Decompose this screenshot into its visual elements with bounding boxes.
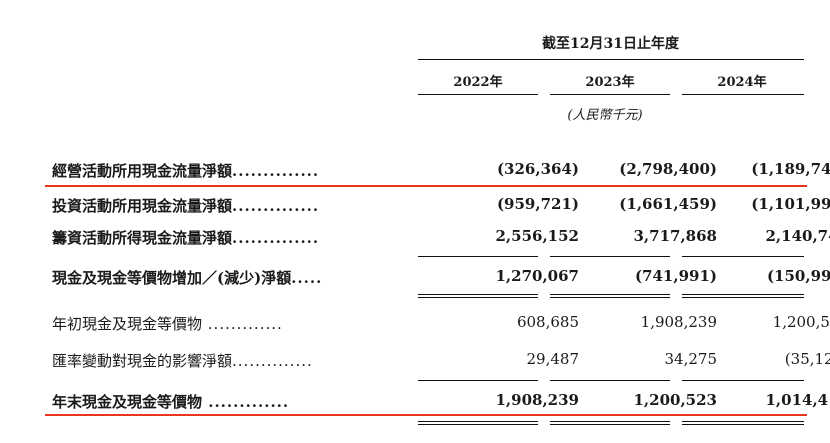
table-row: 現金及現金等價物增加／(減少)淨額..... 1,270,067 (741,99… xyxy=(52,267,830,291)
row-leader: .............. xyxy=(232,229,320,247)
cell-2024: 1,014,411 xyxy=(765,391,830,409)
final-double-rule-2023-b xyxy=(550,424,670,425)
cell-2022: 2,556,152 xyxy=(495,227,579,245)
subtotal-rule-2023 xyxy=(550,256,670,257)
double-rule-2023-a xyxy=(550,294,670,295)
double-rule-2022-a xyxy=(418,294,538,295)
double-rule-2023-b xyxy=(550,297,670,298)
row-leader: ............. xyxy=(202,393,290,411)
cell-2023: 3,717,868 xyxy=(633,227,717,245)
cell-2023: (741,991) xyxy=(634,267,717,285)
col-rule-2022 xyxy=(418,94,538,95)
total-rule-2023 xyxy=(550,380,670,381)
cell-2022: 29,487 xyxy=(526,350,580,368)
table-row: 匯率變動對現金的影響淨額.............. 29,487 34,275… xyxy=(52,350,830,374)
cell-2022: 608,685 xyxy=(516,313,579,331)
row-leader: ..... xyxy=(291,269,323,287)
table-row: 年末現金及現金等價物 ............. 1,908,239 1,200… xyxy=(52,391,830,415)
table-row: 年初現金及現金等價物 ............. 608,685 1,908,2… xyxy=(52,313,830,337)
final-double-rule-2022-b xyxy=(418,424,538,425)
row-label: 年初現金及現金等價物 xyxy=(52,315,203,333)
highlight-underline xyxy=(45,185,807,187)
total-rule-2022 xyxy=(418,380,538,381)
row-leader: .............. xyxy=(232,352,313,370)
row-label: 經營活動所用現金流量淨額 xyxy=(52,162,233,180)
subtotal-rule-2024 xyxy=(682,256,804,257)
double-rule-2024-a xyxy=(682,294,804,295)
col-header-2024: 2024年 xyxy=(717,75,767,90)
final-double-rule-2023-a xyxy=(550,421,670,422)
cell-2023: 34,275 xyxy=(664,350,718,368)
highlight-underline xyxy=(45,414,807,416)
cell-2022: 1,270,067 xyxy=(495,267,579,285)
header-rule xyxy=(418,59,804,60)
row-label: 籌資活動所得現金流量淨額 xyxy=(52,229,233,247)
cell-2024: (150,991) xyxy=(766,267,830,285)
col-rule-2023 xyxy=(550,94,670,95)
cell-2024: 1,200,523 xyxy=(772,313,830,331)
col-header-2022: 2022年 xyxy=(453,75,503,90)
cell-2024: 2,140,742 xyxy=(765,227,830,245)
cell-2023: 1,908,239 xyxy=(640,313,717,331)
final-double-rule-2022-a xyxy=(418,421,538,422)
row-label: 匯率變動對現金的影響淨額 xyxy=(52,352,233,370)
subtotal-rule-2022 xyxy=(418,256,538,257)
cell-2024: (35,121) xyxy=(784,350,830,368)
cell-2024: (1,189,742) xyxy=(751,160,830,178)
col-rule-2024 xyxy=(682,94,804,95)
final-double-rule-2024-b xyxy=(682,424,804,425)
cell-2023: (1,661,459) xyxy=(619,195,717,213)
cell-2023: 1,200,523 xyxy=(633,391,717,409)
row-label: 現金及現金等價物增加／(減少)淨額 xyxy=(52,269,292,287)
double-rule-2022-b xyxy=(418,297,538,298)
unit-label: (人民幣千元) xyxy=(567,108,643,123)
final-double-rule-2024-a xyxy=(682,421,804,422)
cell-2022: 1,908,239 xyxy=(495,391,579,409)
total-rule-2024 xyxy=(682,380,804,381)
cell-2022: (326,364) xyxy=(496,160,579,178)
col-header-2023: 2023年 xyxy=(585,75,635,90)
cell-2024: (1,101,991) xyxy=(751,195,830,213)
row-leader: .............. xyxy=(232,197,320,215)
row-label: 投資活動所用現金流量淨額 xyxy=(52,197,233,215)
table-row: 投資活動所用現金流量淨額.............. (959,721) (1,… xyxy=(52,195,830,219)
row-label: 年末現金及現金等價物 xyxy=(52,393,203,411)
double-rule-2024-b xyxy=(682,297,804,298)
table-row: 經營活動所用現金流量淨額.............. (326,364) (2,… xyxy=(52,160,830,184)
period-title: 截至12月31日止年度 xyxy=(542,36,679,52)
row-leader: ............. xyxy=(202,315,283,333)
table-row: 籌資活動所得現金流量淨額.............. 2,556,152 3,7… xyxy=(52,227,830,251)
row-leader: .............. xyxy=(232,162,320,180)
cell-2023: (2,798,400) xyxy=(619,160,717,178)
cell-2022: (959,721) xyxy=(496,195,579,213)
